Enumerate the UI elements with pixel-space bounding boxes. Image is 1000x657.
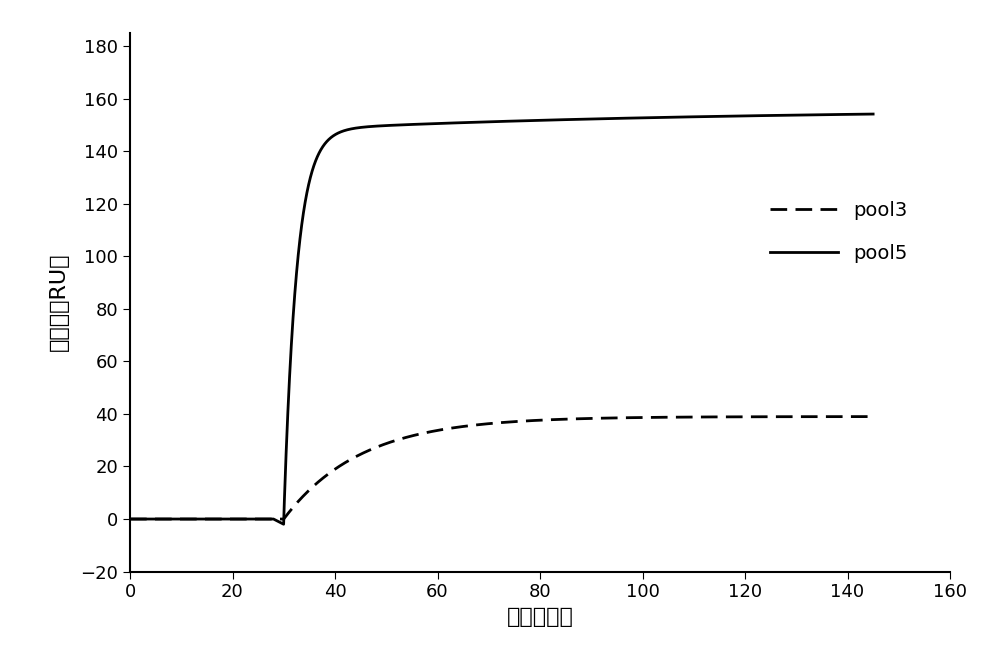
- pool3: [124, 515, 136, 523]
- pool5: [773, 112, 785, 120]
- Legend: pool3, pool5: pool3, pool5: [762, 193, 916, 270]
- pool3: [867, 413, 879, 420]
- Y-axis label: 响应値（RU）: 响应値（RU）: [49, 253, 69, 351]
- pool5: [278, 520, 290, 528]
- pool3: [409, 431, 421, 439]
- Line: pool3: pool3: [130, 417, 873, 519]
- X-axis label: 时间（秒）: 时间（秒）: [507, 607, 573, 627]
- pool5: [253, 515, 265, 523]
- pool5: [124, 515, 136, 523]
- pool5: [853, 110, 865, 118]
- pool3: [441, 425, 453, 433]
- Line: pool5: pool5: [130, 114, 873, 524]
- pool5: [209, 515, 221, 523]
- pool5: [409, 120, 421, 128]
- pool3: [772, 413, 784, 420]
- pool3: [853, 413, 865, 420]
- pool3: [209, 515, 221, 523]
- pool3: [253, 515, 265, 523]
- pool5: [867, 110, 879, 118]
- pool5: [441, 119, 453, 127]
